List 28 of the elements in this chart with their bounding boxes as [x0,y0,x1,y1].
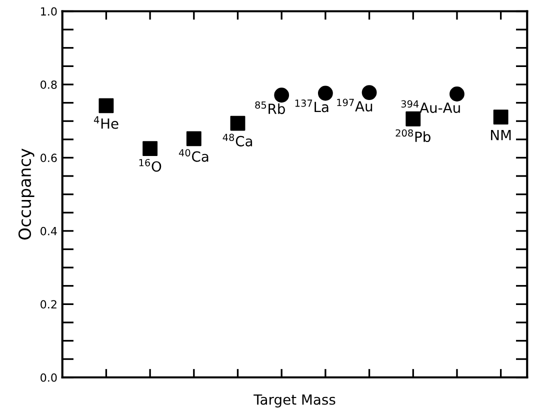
point [274,88,290,103]
annotation: $^{394}$Au-Au [401,100,460,113]
annotation: $^{137}$La [295,100,328,112]
y-tick-label: 0.0 [40,373,57,382]
x-axis-title: Target Mass [254,394,336,408]
point [186,131,202,146]
point [406,111,421,126]
point [142,141,158,156]
y-tick-label: 0.2 [40,300,56,309]
y-tick-label: 0.6 [40,154,57,162]
point [450,86,464,102]
annotation: NM [491,130,511,140]
annotation: $^{16}$O [139,158,162,172]
annotation: $^{85}$Rb [255,101,285,114]
point [493,110,508,125]
point [362,85,377,100]
y-tick-label: 1.0 [41,7,57,16]
y-axis-title: Occupancy [18,148,34,240]
annotation: $^{48}$Ca [222,134,252,146]
y-tick-label: 0.4 [40,226,57,236]
annotation: $^{4}$He [94,116,118,129]
annotation: $^{197}$Au [337,98,372,112]
point [98,98,114,114]
point [230,116,246,131]
y-tick-label: 0.8 [40,80,57,89]
point [318,86,333,101]
annotation: $^{40}$Ca [178,149,208,162]
annotation: $^{208}$Pb [396,129,430,142]
